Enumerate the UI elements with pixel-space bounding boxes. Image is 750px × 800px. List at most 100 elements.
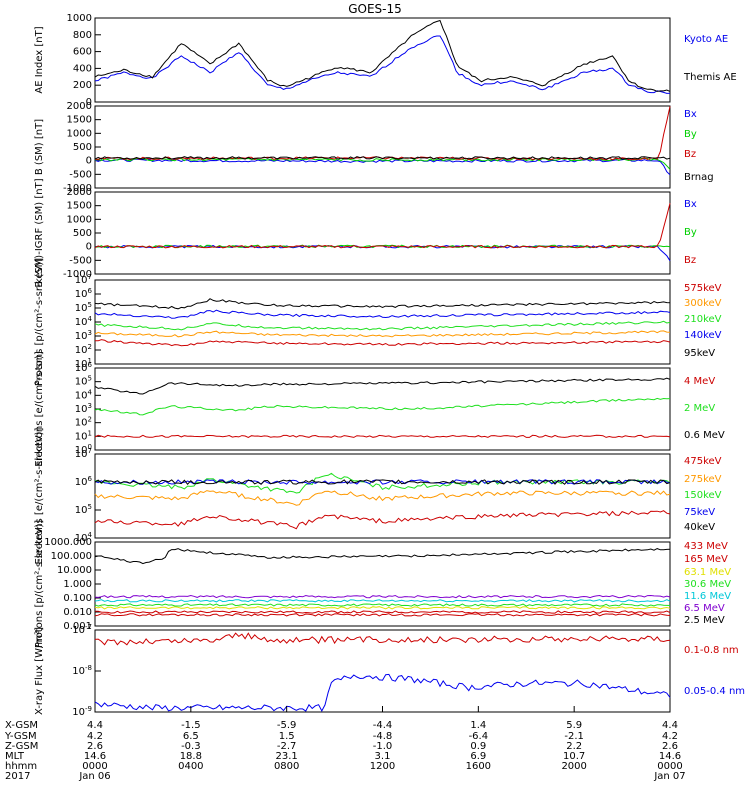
legend-label: 165 MeV [684, 554, 728, 565]
ephemeris-value: 6.5 [183, 731, 199, 742]
y-tick-label: 500 [73, 142, 92, 153]
ephemeris-value: 1200 [370, 761, 395, 772]
y-tick-label: 800 [73, 30, 92, 41]
ephemeris-value: -4.8 [373, 731, 393, 742]
series-line-30-6-mev [94, 603, 671, 607]
y-tick-label: 1000.000 [44, 537, 92, 548]
series-line-4-mev [94, 434, 671, 438]
ephemeris-value: 0.9 [470, 741, 486, 752]
ephemeris-value: 1.5 [279, 731, 295, 742]
panel-frame [94, 191, 671, 275]
legend-label: 150keV [684, 490, 722, 501]
y-axis-label: B (SM)-IGRF (SM) [nT] [34, 178, 45, 287]
series-line-bx [94, 158, 671, 176]
y-tick-label: 102 [75, 416, 92, 429]
y-tick-label: 1000 [67, 214, 92, 225]
y-tick-label: 0 [86, 156, 92, 167]
panel-6: 0.001 0.010 0.100 1.000 10.000 100.000 1000.00… [34, 520, 731, 648]
panel-1: -1000 -500 0 500 1000 1500 2000 B (SM) [nT] Bx By… [34, 101, 714, 194]
ephemeris-value: 0800 [274, 761, 299, 772]
legend-label: By [684, 227, 697, 238]
ephemeris-value: 4.2 [662, 731, 678, 742]
series-line-140kev [94, 309, 671, 319]
panel-frame [94, 541, 671, 627]
panel-frame [94, 279, 671, 365]
legend-label: 0.6 MeV [684, 430, 725, 441]
series-line-0-05-0-4-nm [94, 673, 671, 712]
series-line-themis-ae [94, 19, 671, 92]
panel-7: 10-9 10-8 10-7 X-ray Flux [W/m²] 0.1-0.8 nm 0… [34, 623, 745, 718]
ephemeris-value: 5.9 [566, 720, 582, 731]
series-line-2-mev [94, 397, 671, 416]
y-tick-label: 0.100 [63, 593, 92, 604]
ephemeris-value: 1.4 [470, 720, 486, 731]
ephemeris-value: -1.0 [373, 741, 393, 752]
legend-label: Bz [684, 149, 696, 160]
ephemeris-value: 0000 [82, 761, 107, 772]
legend-label: 2 MeV [684, 403, 715, 414]
ephemeris-value: 14.6 [84, 751, 106, 762]
series-line-0-6-mev [94, 377, 671, 395]
ephemeris-row-label: Y-GSM [4, 731, 37, 742]
plot-title: GOES-15 [348, 2, 402, 16]
panel-2: -1000 -500 0 500 1000 1500 2000 B (SM)-IGRF (SM… [34, 178, 697, 287]
series-line-0-1-0-8-nm [94, 632, 671, 646]
legend-label: 433 MeV [684, 541, 728, 552]
y-tick-label: 104 [75, 388, 93, 401]
y-tick-label: 1500 [67, 201, 92, 212]
ephemeris-row-label: X-GSM [5, 720, 38, 731]
ephemeris-value: 4.2 [87, 731, 103, 742]
legend-label: 0.05-0.4 nm [684, 686, 745, 697]
ephemeris-value: 4.4 [662, 720, 678, 731]
legend-label: Themis AE [683, 72, 737, 83]
ephemeris-value: 10.7 [563, 751, 585, 762]
ephemeris-value: 6.9 [470, 751, 486, 762]
y-tick-label: 107 [75, 273, 92, 286]
y-tick-label: -500 [69, 255, 92, 266]
ephemeris-value: 2.2 [566, 741, 582, 752]
y-tick-label: -1000 [63, 183, 92, 194]
y-tick-label: 0.001 [63, 621, 92, 632]
y-tick-label: 10.000 [57, 565, 92, 576]
ephemeris-value: -5.9 [277, 720, 297, 731]
series-line-by [94, 157, 671, 170]
series-line-150kev [94, 472, 671, 494]
ephemeris-value: 0000 [657, 761, 682, 772]
legend-label: Bz [684, 255, 696, 266]
ephemeris-row-label: Z-GSM [5, 741, 38, 752]
ephemeris-value: -4.4 [373, 720, 393, 731]
series-line-bx [94, 244, 671, 262]
legend-label: 300keV [684, 298, 722, 309]
series-line-2-5-mev [94, 548, 671, 565]
series-line-275kev [94, 490, 671, 506]
y-tick-label: 0 [86, 242, 92, 253]
ephemeris-value: 2.6 [662, 741, 678, 752]
legend-label: Kyoto AE [684, 34, 728, 45]
y-tick-label: 106 [75, 287, 93, 300]
panel-frame [94, 17, 671, 103]
legend-label: 275keV [684, 474, 722, 485]
y-tick-label: 1000 [67, 128, 92, 139]
series-line-kyoto-ae [94, 35, 671, 94]
y-tick-label: 1500 [67, 115, 92, 126]
series-line-433-mev [94, 613, 671, 617]
legend-label: 63.1 MeV [684, 567, 731, 578]
y-tick-label: 102 [75, 343, 92, 356]
ephemeris-value: 2.6 [87, 741, 103, 752]
y-axis-label: Protons [p/(cm²-s-sr-keV)] [34, 258, 45, 386]
series-line-165-mev [95, 610, 671, 614]
y-axis-label: AE Index [nT] [34, 26, 45, 93]
legend-label: 0.1-0.8 nm [684, 645, 739, 656]
y-tick-label: -500 [69, 169, 92, 180]
y-tick-label: 105 [75, 375, 92, 388]
y-tick-label: 106 [75, 361, 93, 374]
series-line-95kev [94, 298, 671, 310]
legend-label: 140keV [684, 330, 722, 341]
legend-label: Bx [684, 109, 697, 120]
legend-label: 2.5 MeV [684, 615, 725, 626]
legend-label: 210keV [684, 314, 722, 325]
panel-frame [94, 367, 671, 451]
